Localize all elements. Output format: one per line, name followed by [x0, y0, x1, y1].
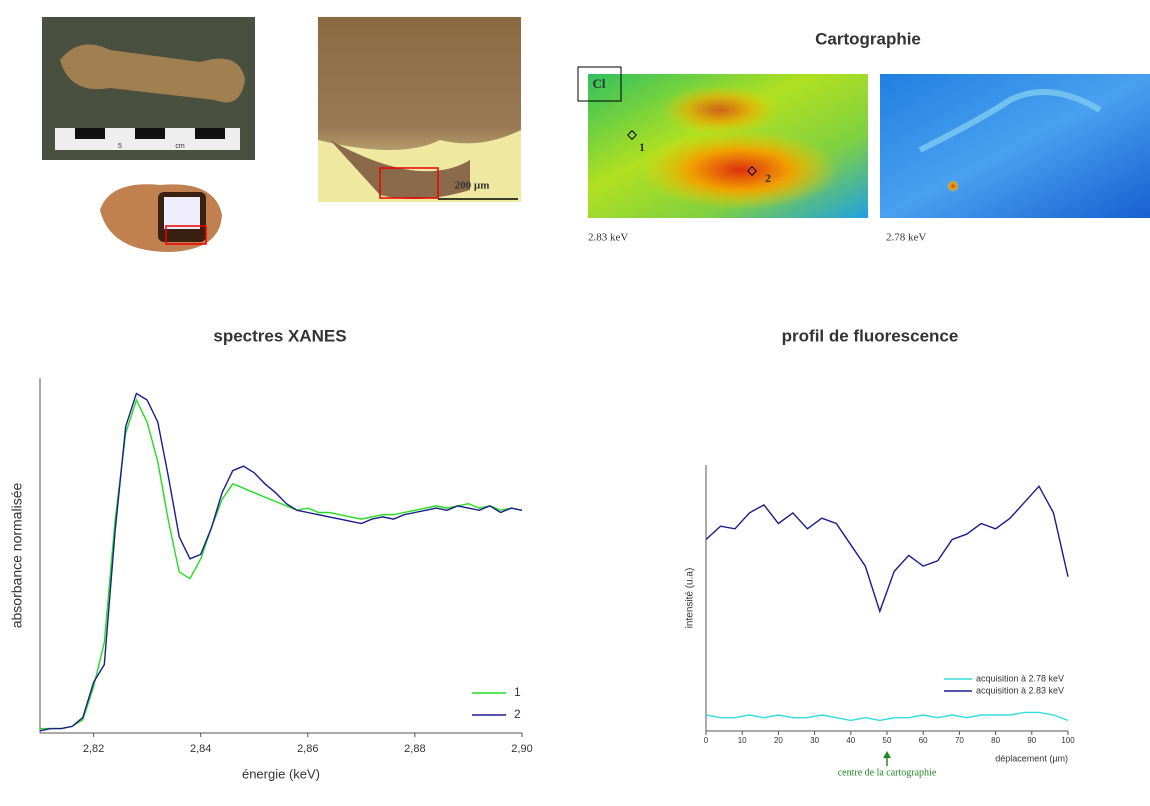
scale-bar-label: 200 µm	[455, 180, 490, 192]
map-right: 2.78 keV	[880, 74, 1150, 244]
map-title: Cartographie	[815, 29, 921, 48]
x-tick-label: 50	[883, 736, 892, 745]
x-tick-label: 90	[1027, 736, 1036, 745]
map-caption: 2.83 keV	[588, 232, 628, 244]
x-axis-label: énergie (keV)	[242, 766, 320, 781]
map-left: Cl 1 2 2.83 keV	[577, 66, 868, 244]
point-label: 2	[765, 171, 771, 185]
ruler-label: cm	[175, 143, 185, 150]
legend-label: 1	[514, 685, 521, 699]
x-tick-label: 30	[810, 736, 819, 745]
x-tick-label: 100	[1061, 736, 1075, 745]
x-tick-label: 60	[919, 736, 928, 745]
x-tick-label: 2,82	[83, 743, 104, 755]
x-tick-label: 20	[774, 736, 783, 745]
data-line	[39, 392, 523, 732]
x-tick-label: 80	[991, 736, 1000, 745]
legend-label: acquisition à 2.83 keV	[976, 685, 1064, 695]
chart-title: profil de fluorescence	[782, 326, 959, 345]
annotation-text: centre de la cartographie	[838, 767, 937, 778]
object-photo: 5 cm	[42, 17, 255, 160]
x-tick-label: 2,90	[511, 743, 532, 755]
x-tick-label: 40	[846, 736, 855, 745]
x-tick-label: 2,86	[297, 743, 318, 755]
x-tick-label: 2,84	[190, 743, 211, 755]
micrograph: 200 µm	[318, 17, 521, 202]
chart-title: spectres XANES	[213, 326, 346, 345]
section-sketch	[100, 184, 222, 252]
x-axis-label: déplacement (µm)	[995, 753, 1068, 763]
legend-label: acquisition à 2.78 keV	[976, 673, 1064, 683]
y-axis-label: intensité (u.a)	[685, 568, 696, 629]
point-label: 1	[639, 140, 645, 154]
x-tick-label: 2,88	[404, 743, 425, 755]
element-label: Cl	[593, 76, 606, 91]
ruler-label: 5	[118, 143, 122, 150]
axes	[39, 378, 1068, 734]
y-axis-label: absorbance normalisée	[9, 483, 25, 629]
annotation-arrowhead	[883, 751, 891, 758]
data-line	[705, 485, 1069, 614]
map-caption: 2.78 keV	[886, 232, 926, 244]
legend-label: 2	[514, 707, 521, 721]
data-line	[705, 711, 1069, 722]
x-tick-label: 10	[738, 736, 747, 745]
x-tick-label: 70	[955, 736, 964, 745]
x-tick-label: 0	[704, 736, 709, 745]
